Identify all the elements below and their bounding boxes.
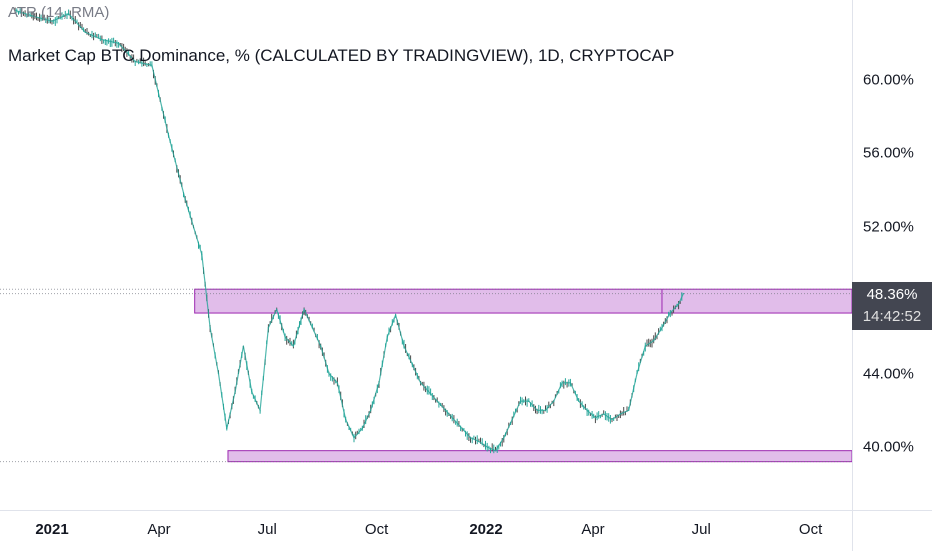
- y-tick-label: 44.00%: [863, 365, 914, 383]
- axis-corner: [852, 510, 932, 551]
- x-tick-label: 2022: [469, 521, 503, 538]
- x-tick-label: Jul: [257, 521, 277, 538]
- chart-title: Market Cap BTC Dominance, % (CALCULATED …: [8, 46, 675, 65]
- data-point-1-53: [553, 400, 555, 402]
- data-point-1-21: [284, 336, 286, 338]
- data-point-1-3: [68, 13, 70, 15]
- x-tick-label: Oct: [364, 521, 389, 538]
- data-point-1-42: [461, 428, 463, 430]
- data-point-1-54: [561, 382, 563, 384]
- data-point-1-37: [420, 382, 422, 384]
- data-point-1-62: [628, 409, 630, 411]
- data-point-1-46: [494, 450, 497, 452]
- data-point-1-29: [353, 437, 355, 439]
- data-point-1-22: [292, 345, 294, 347]
- y-tick-label: 40.00%: [863, 438, 914, 456]
- data-point-1-0: [14, 9, 16, 11]
- data-point-1-9: [167, 134, 170, 136]
- data-point-1-36: [411, 363, 413, 365]
- data-point-1-12: [209, 327, 211, 329]
- data-point-1-47: [503, 437, 505, 439]
- data-point-1-55: [569, 382, 572, 384]
- data-point-1-32: [378, 382, 380, 384]
- data-point-1-49: [519, 400, 522, 402]
- data-point-1-10: [184, 198, 186, 200]
- data-point-1-67: [669, 312, 671, 314]
- data-point-1-48: [511, 418, 513, 421]
- data-point-1-19: [267, 327, 269, 329]
- data-point-1-2: [51, 20, 53, 22]
- data-point-1-35: [403, 345, 405, 347]
- y-tick-label: 56.00%: [863, 144, 914, 162]
- data-point-1-1: [31, 15, 33, 17]
- data-point-1-56: [578, 400, 580, 402]
- data-point-1-40: [445, 409, 447, 411]
- data-point-1-60: [611, 418, 613, 421]
- data-point-1-4: [84, 31, 86, 33]
- zone-rect-1: [194, 288, 852, 314]
- data-point-1-16: [242, 345, 244, 347]
- data-point-1-61: [619, 413, 622, 415]
- series-line-1: [14, 9, 684, 452]
- x-tick-label: 2021: [35, 521, 69, 538]
- data-point-1-44: [478, 440, 480, 443]
- data-point-1-13: [217, 373, 220, 375]
- data-point-1-28: [345, 418, 347, 421]
- last-price-value: 48.36%: [866, 285, 918, 303]
- indicator-label: ATR (14, RMA): [8, 4, 110, 21]
- data-point-1-33: [386, 336, 388, 338]
- data-point-1-50: [528, 400, 530, 402]
- data-point-1-57: [586, 409, 588, 411]
- x-tick-label: Jul: [691, 521, 711, 538]
- data-point-1-14: [226, 428, 228, 430]
- x-tick-label: Oct: [798, 521, 823, 538]
- data-point-1-31: [370, 409, 372, 411]
- data-point-1-18: [259, 409, 261, 411]
- time-axis[interactable]: 2021 Apr Jul Oct 2022 Apr Jul Oct: [0, 510, 852, 551]
- price-axis[interactable]: 60.00%56.00%52.00%48.00%44.00%40.00%: [852, 0, 932, 510]
- data-point-1-68: [678, 303, 680, 305]
- data-point-1-8: [151, 64, 153, 66]
- data-point-1-26: [328, 373, 330, 375]
- x-tick-label: Apr: [581, 521, 605, 538]
- data-point-1-66: [661, 327, 663, 329]
- data-point-1-41: [453, 418, 455, 421]
- y-tick-label: 52.00%: [863, 218, 914, 236]
- x-tick-label: Apr: [147, 521, 171, 538]
- bar-countdown: 14:42:52: [862, 307, 922, 325]
- data-point-1-25: [320, 345, 322, 347]
- data-point-1-52: [544, 409, 547, 411]
- data-point-1-64: [644, 345, 646, 347]
- data-point-1-11: [201, 253, 203, 255]
- data-point-1-27: [336, 382, 338, 384]
- data-point-1-51: [536, 409, 538, 411]
- zone-rect-2: [227, 450, 852, 463]
- data-point-1-59: [603, 413, 605, 415]
- data-point-1-24: [311, 327, 313, 329]
- data-point-1-15: [234, 391, 236, 393]
- data-point-1-58: [594, 417, 597, 419]
- data-point-1-30: [361, 428, 363, 430]
- data-point-1-7: [134, 61, 136, 63]
- last-price-badge: 48.36% 14:42:52: [852, 281, 932, 330]
- data-point-1-38: [428, 391, 430, 393]
- data-point-1-34: [395, 314, 397, 316]
- data-point-1-63: [636, 373, 638, 375]
- zones-layer: [194, 288, 852, 463]
- chart-svg[interactable]: [0, 0, 852, 510]
- data-point-1-23: [303, 308, 305, 310]
- y-tick-label: 60.00%: [863, 71, 914, 89]
- series-layer: [14, 7, 685, 454]
- data-point-1-45: [486, 446, 488, 448]
- data-point-1-20: [276, 308, 278, 310]
- data-point-1-43: [469, 437, 472, 439]
- data-point-1-17: [251, 391, 253, 393]
- data-point-1-65: [653, 340, 655, 342]
- data-point-1-39: [436, 400, 438, 402]
- data-point-1-5: [101, 39, 103, 41]
- data-point-1-69: [682, 293, 685, 295]
- chart-area[interactable]: ATR (14, RMA) Market Cap BTC Dominance, …: [0, 0, 852, 510]
- data-point-1-6: [118, 42, 120, 44]
- dotted-lines-layer: [0, 288, 852, 463]
